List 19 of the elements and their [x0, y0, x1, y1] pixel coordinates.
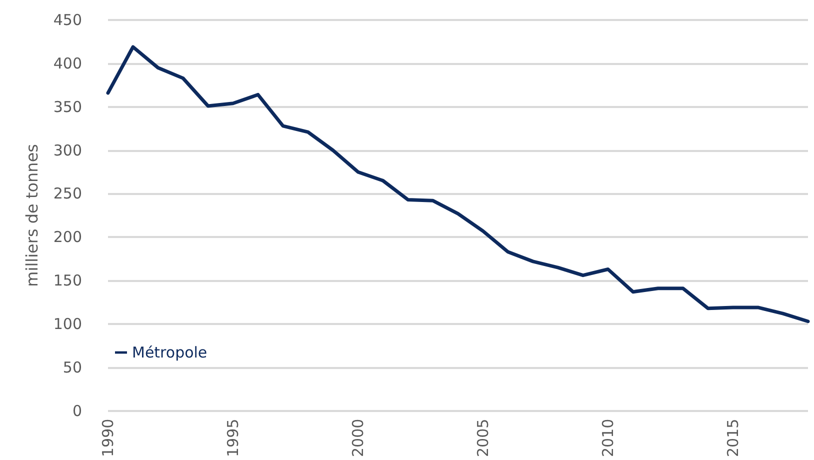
x-tick-label: 1995 — [224, 418, 242, 458]
legend-label: Métropole — [132, 344, 208, 362]
x-tick-label: 2015 — [724, 418, 742, 458]
x-tick-label: 2000 — [349, 418, 367, 458]
x-tick-label: 2005 — [474, 418, 492, 458]
x-tick-label: 2010 — [599, 418, 617, 458]
x-tick-label: 1990 — [99, 418, 117, 458]
line-series — [106, 45, 810, 324]
y-tick-label: 200 — [53, 228, 82, 246]
y-tick-label: 100 — [53, 314, 82, 333]
y-tick-label: 350 — [53, 98, 82, 116]
y-tick-label: 450 — [53, 11, 82, 29]
y-tick-label: 50 — [62, 358, 82, 376]
y-axis-title: milliers de tonnes — [22, 144, 42, 287]
y-tick-label: 400 — [53, 54, 82, 72]
y-tick-label: 300 — [53, 141, 82, 160]
y-tick-label: 250 — [53, 184, 82, 203]
y-tick-label: 0 — [72, 402, 82, 420]
y-tick-label: 150 — [53, 272, 82, 290]
